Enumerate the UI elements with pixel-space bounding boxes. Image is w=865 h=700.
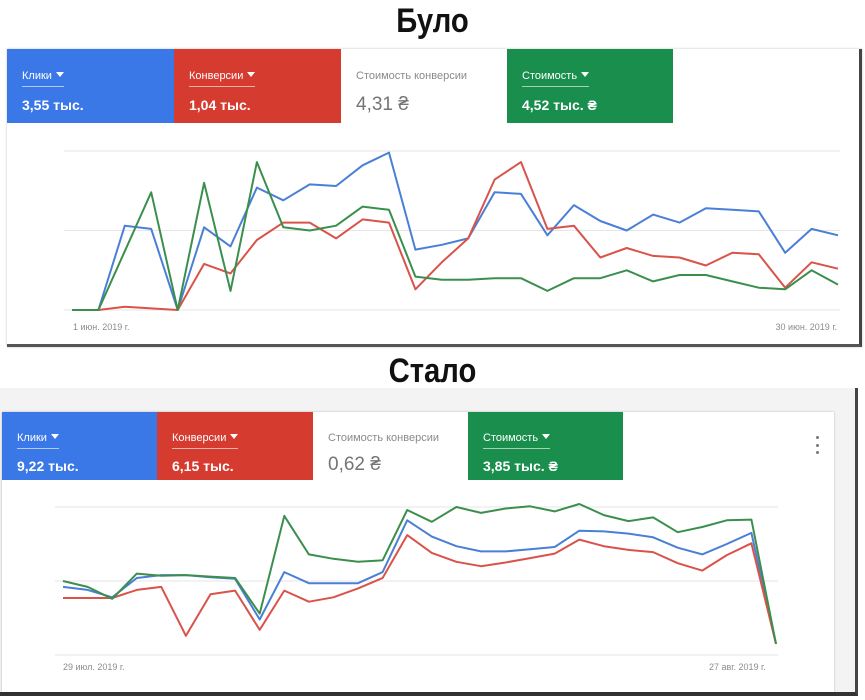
more-vert-icon[interactable] [812, 436, 822, 454]
dropdown-caret-icon [50, 434, 59, 439]
performance-panel-after: Клики 9,22 тыс. Конверсии 6,15 тыс. Стои… [2, 412, 834, 692]
series-lines [62, 503, 777, 645]
metric-card-clicks[interactable]: Клики 3,55 тыс. [7, 49, 174, 123]
metric-label-text: Стоимость конверсии [356, 70, 467, 82]
series-lines [72, 151, 839, 311]
metric-cards-after: Клики 9,22 тыс. Конверсии 6,15 тыс. Стои… [2, 412, 623, 480]
performance-panel-before: Клики 3,55 тыс. Конверсии 1,04 тыс. Стои… [7, 49, 862, 347]
metric-label-text: Клики [22, 70, 52, 82]
x-axis-start-date: 29 июл. 2019 г. [63, 662, 125, 672]
series-line-Клики [72, 151, 839, 311]
metric-card-cost-per-conversion[interactable]: Стоимость конверсии 0,62 ₴ [313, 412, 468, 480]
metric-label[interactable]: Стоимость [522, 69, 590, 87]
section-title-before: Було [396, 2, 469, 40]
series-line-Стоимость [72, 161, 839, 311]
metric-label-text: Стоимость конверсии [328, 432, 439, 444]
dropdown-caret-icon [230, 434, 239, 439]
metric-label-text: Конверсии [172, 432, 227, 444]
metric-value: 3,85 тыс. ₴ [483, 458, 558, 474]
gridlines [55, 506, 778, 656]
metric-value: 0,62 ₴ [328, 454, 381, 475]
metric-value: 9,22 тыс. [17, 458, 79, 474]
series-line-Конверсии [63, 534, 777, 645]
line-chart-after [55, 503, 778, 656]
dropdown-caret-icon [247, 72, 256, 77]
metric-value: 1,04 тыс. [189, 97, 251, 113]
x-axis-start-date: 1 июн. 2019 г. [73, 322, 130, 332]
dropdown-caret-icon [581, 72, 590, 77]
metric-card-clicks[interactable]: Клики 9,22 тыс. [2, 412, 157, 480]
metric-label-text: Стоимость [522, 70, 578, 82]
series-line-Клики [62, 519, 777, 645]
x-axis-end-date: 30 июн. 2019 г. [775, 322, 837, 332]
x-axis-end-date: 27 авг. 2019 г. [709, 662, 766, 672]
metric-card-conversions[interactable]: Конверсии 1,04 тыс. [174, 49, 341, 123]
metric-value: 6,15 тыс. [172, 458, 234, 474]
metric-card-conversions[interactable]: Конверсии 6,15 тыс. [157, 412, 313, 480]
metric-label[interactable]: Конверсии [189, 69, 256, 87]
metric-label: Стоимость конверсии [356, 69, 467, 86]
line-chart-before [64, 150, 840, 311]
metric-card-cost[interactable]: Стоимость 3,85 тыс. ₴ [468, 412, 623, 480]
metric-label-text: Стоимость [483, 432, 539, 444]
metric-value: 4,52 тыс. ₴ [522, 97, 597, 113]
metric-value: 4,31 ₴ [356, 94, 409, 115]
gridlines [64, 150, 840, 311]
metric-label[interactable]: Клики [22, 69, 64, 87]
metric-label-text: Конверсии [189, 70, 244, 82]
metric-cards-before: Клики 3,55 тыс. Конверсии 1,04 тыс. Стои… [7, 49, 673, 123]
metric-value: 3,55 тыс. [22, 97, 84, 113]
metric-card-cost-per-conversion[interactable]: Стоимость конверсии 4,31 ₴ [341, 49, 507, 123]
dropdown-caret-icon [55, 72, 64, 77]
section-title-after: Стало [388, 352, 477, 390]
metric-label[interactable]: Стоимость [483, 431, 551, 449]
metric-card-cost[interactable]: Стоимость 4,52 тыс. ₴ [507, 49, 673, 123]
metric-label: Стоимость конверсии [328, 431, 439, 448]
metric-label[interactable]: Конверсии [172, 431, 239, 449]
dropdown-caret-icon [542, 434, 551, 439]
series-line-Стоимость [62, 503, 777, 645]
series-line-Конверсии [72, 161, 839, 311]
metric-label-text: Клики [17, 432, 47, 444]
metric-label[interactable]: Клики [17, 431, 59, 449]
